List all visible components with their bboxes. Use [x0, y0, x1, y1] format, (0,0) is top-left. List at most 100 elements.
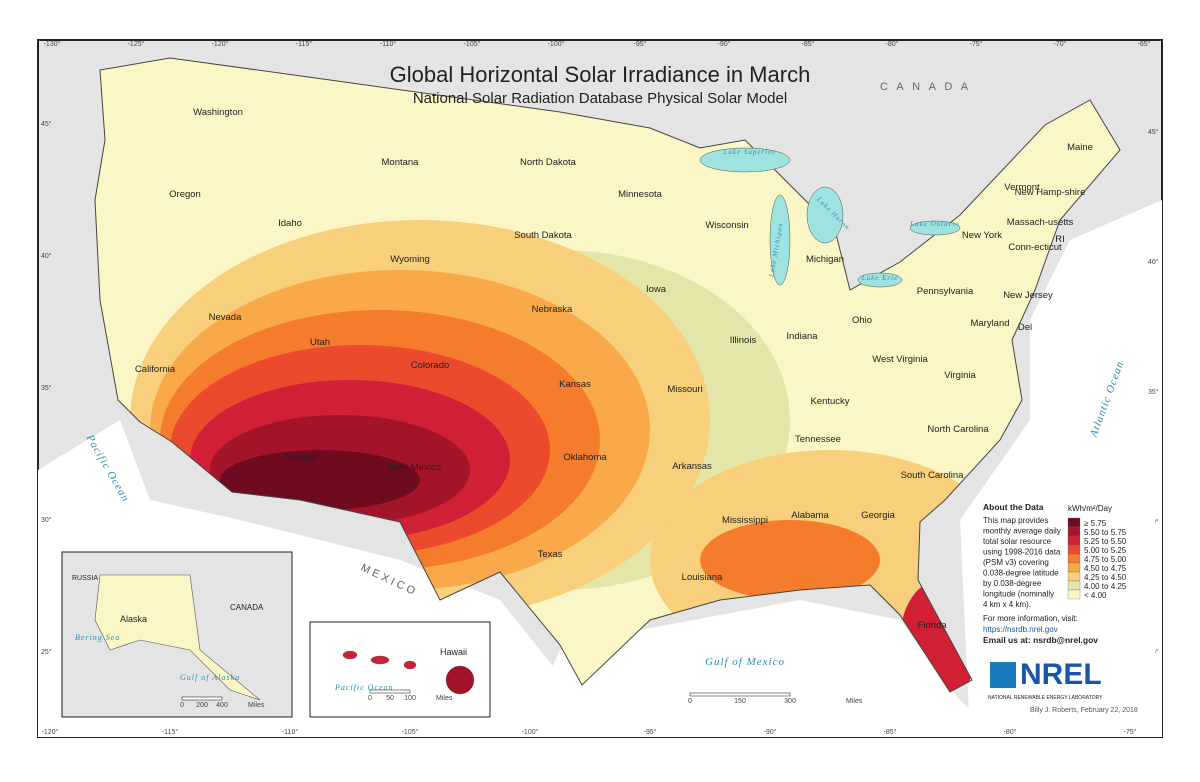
about-line: (PSM v3) covering — [983, 558, 1049, 567]
state-label: Mississippi — [722, 515, 768, 526]
scale-label: 0 — [368, 695, 372, 702]
legend-label: 4.75 to 5.00 — [1084, 555, 1127, 564]
lon-label: -65° — [1138, 40, 1151, 48]
lon-label: -115° — [162, 728, 178, 736]
state-label: South Dakota — [514, 230, 572, 241]
legend-label: 5.25 to 5.50 — [1084, 537, 1127, 546]
lon-label: -95° — [644, 728, 657, 736]
about-email[interactable]: Email us at: nsrdb@nrel.gov — [983, 635, 1098, 645]
legend-label: 4.50 to 4.75 — [1084, 564, 1127, 573]
legend-label: 5.50 to 5.75 — [1084, 528, 1127, 537]
gulf — [520, 600, 1000, 737]
lon-label: -80° — [1004, 728, 1017, 736]
about-line: longitude (nominally — [983, 590, 1054, 599]
state-label: Texas — [538, 549, 563, 560]
lat-label: 45° — [1148, 128, 1159, 136]
logo-full: NATIONAL RENEWABLE ENERGY LABORATORY — [988, 695, 1103, 701]
lon-label: -110° — [282, 728, 298, 736]
inset-label: Alaska — [120, 614, 147, 624]
scale-label: 50 — [386, 695, 394, 702]
legend-label: 4.00 to 4.25 — [1084, 582, 1127, 591]
water-label: Lake Superior — [723, 148, 777, 156]
lakes — [699, 147, 961, 288]
about-line: by 0.038-degree — [983, 579, 1042, 588]
state-label: New Jersey — [1003, 290, 1053, 301]
state-labels: Washington Oregon California Nevada Idah… — [135, 107, 1093, 631]
lon-label: -90° — [764, 728, 777, 736]
legend: ≥ 5.755.50 to 5.755.25 to 5.505.00 to 5.… — [1067, 517, 1127, 600]
about-box: About the Data This map provides monthly … — [975, 500, 1155, 718]
state-label: Kansas — [559, 379, 591, 390]
lon-label: -130° — [44, 40, 61, 48]
legend-swatch — [1067, 580, 1081, 591]
state-label: New York — [962, 230, 1002, 241]
lon-label: -120° — [42, 728, 59, 736]
state-label: New Hamp-shire — [1015, 187, 1086, 198]
lon-label: -105° — [402, 728, 419, 736]
state-label: Ohio — [852, 315, 872, 326]
state-label: Louisiana — [682, 572, 723, 583]
legend-title: kWh/m²/Day — [1068, 504, 1112, 513]
scale-bar — [181, 696, 223, 701]
lat-label: 35° — [41, 384, 52, 392]
lon-label: -115° — [296, 40, 312, 48]
state-label: Arkansas — [672, 461, 712, 472]
about-url[interactable]: https://nsrdb.nrel.gov — [983, 625, 1058, 634]
about-line: 0.038-degree latitude — [983, 569, 1059, 578]
water-label: Pacific Ocean — [334, 683, 394, 692]
logo-mark — [990, 662, 1016, 688]
legend-swatch — [1067, 517, 1081, 528]
about-line: monthly average daily — [983, 527, 1061, 536]
lon-label: -100° — [522, 728, 539, 736]
legend-swatch — [1067, 526, 1081, 537]
state-label: Pennsylvania — [917, 286, 974, 297]
state-label: Vermont — [1004, 182, 1040, 193]
lon-label: -125° — [128, 40, 145, 48]
scale-label: 0 — [688, 698, 692, 705]
state-label: Florida — [917, 620, 947, 631]
about-line: 4 km x 4 km). — [983, 600, 1031, 609]
lon-label: -120° — [212, 40, 229, 48]
lon-label: -85° — [884, 728, 897, 736]
state-label: RI — [1055, 234, 1065, 245]
state-label: Tennessee — [795, 434, 841, 445]
logo: NREL — [1020, 658, 1102, 691]
lat-label: 40° — [1148, 258, 1159, 266]
water-label: Gulf of Alaska — [180, 673, 240, 682]
scale-label: 300 — [784, 698, 796, 705]
graticule-labels: -130° -125° -120° -115° -110° -105° -100° -95° -… — [41, 40, 1159, 736]
legend-label: < 4.00 — [1084, 591, 1107, 600]
scale-bar — [689, 692, 791, 697]
about-line: total solar resource — [983, 537, 1052, 546]
lon-label: -95° — [634, 40, 647, 48]
lon-label: -90° — [718, 40, 731, 48]
about-line: This map provides — [983, 516, 1048, 525]
state-label: Illinois — [730, 335, 757, 346]
about-more: For more information, visit: — [983, 614, 1078, 623]
lon-label: -110° — [380, 40, 396, 48]
legend-swatch — [1067, 553, 1081, 564]
lon-label: -75° — [1124, 728, 1137, 736]
scale-label: Miles — [846, 698, 863, 705]
water-label: Gulf of Mexico — [705, 656, 785, 668]
lon-label: -85° — [802, 40, 815, 48]
state-label: Montana — [382, 157, 420, 168]
country-label: C A N A D A — [880, 81, 971, 93]
state-label: North Carolina — [927, 424, 989, 435]
state-label: Del — [1018, 322, 1032, 333]
water-label: Lake Erie — [861, 274, 898, 282]
state-label: Colorado — [411, 360, 450, 371]
state-label: Wisconsin — [705, 220, 748, 231]
credit: Billy J. Roberts, February 22, 2018 — [1030, 707, 1138, 714]
lat-label: 45° — [41, 120, 52, 128]
state-label: Idaho — [278, 218, 302, 229]
state-label: Georgia — [861, 510, 896, 521]
state-label: Oklahoma — [563, 452, 607, 463]
legend-swatch — [1067, 535, 1081, 546]
state-label: Iowa — [646, 284, 667, 295]
title: Global Horizontal Solar Irradiance in Ma… — [390, 62, 811, 87]
legend-swatch — [1067, 544, 1081, 555]
state-label: Nevada — [209, 312, 242, 323]
lon-label: -80° — [886, 40, 899, 48]
lat-label: 30° — [41, 516, 52, 524]
